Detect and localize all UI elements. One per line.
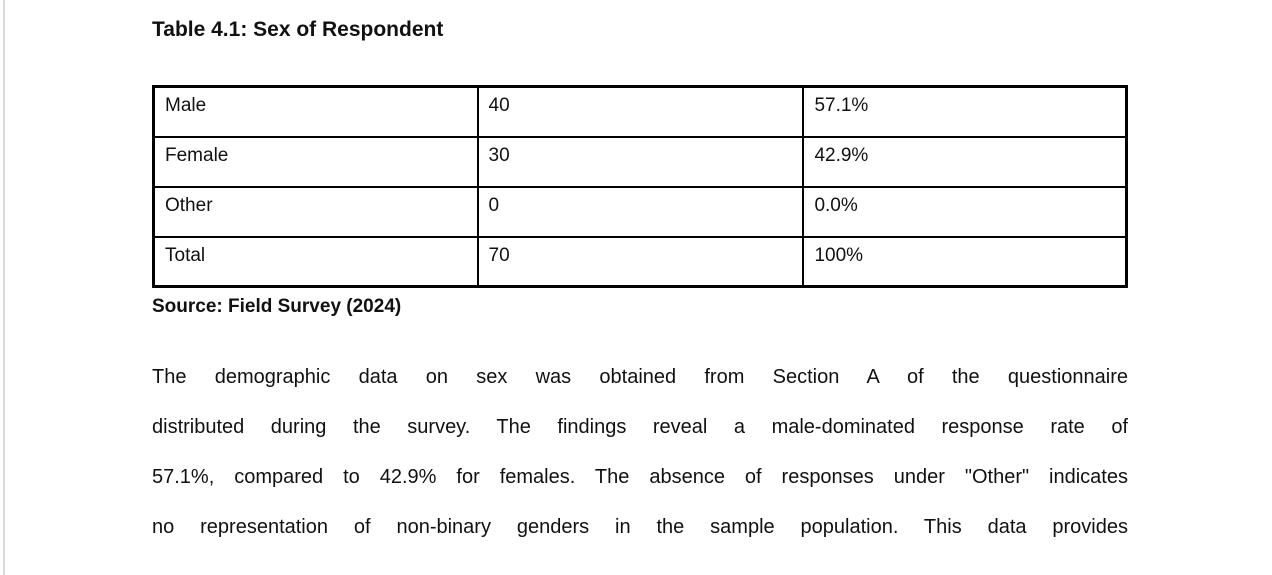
cell-percent: 0.0% [802, 185, 1128, 238]
cell-percent: 100% [802, 235, 1128, 288]
table-row: Other 0 0.0% [152, 185, 1128, 238]
cell-label: Other [152, 185, 479, 238]
cell-percent: 57.1% [802, 85, 1128, 138]
paragraph-line: distributed during the survey. The findi… [152, 416, 1128, 438]
table-row: Total 70 100% [152, 235, 1128, 288]
paragraph-line: no representation of non-binary genders … [152, 516, 1128, 538]
page-edge-line [3, 0, 5, 575]
sex-of-respondent-table: Male 40 57.1% Female 30 42.9% Other 0 0.… [152, 85, 1128, 288]
source-note: Source: Field Survey (2024) [152, 296, 402, 317]
table-caption: Table 4.1: Sex of Respondent [152, 18, 444, 41]
table-row: Female 30 42.9% [152, 135, 1128, 188]
cell-label: Total [152, 235, 479, 288]
paragraph-line: The demographic data on sex was obtained… [152, 366, 1128, 388]
cell-percent: 42.9% [802, 135, 1128, 188]
cell-count: 40 [476, 85, 805, 138]
body-paragraph: The demographic data on sex was obtained… [152, 352, 1128, 552]
cell-count: 0 [476, 185, 805, 238]
cell-label: Male [152, 85, 479, 138]
cell-label: Female [152, 135, 479, 188]
cell-count: 70 [476, 235, 805, 288]
table-row: Male 40 57.1% [152, 85, 1128, 138]
paragraph-line: 57.1%, compared to 42.9% for females. Th… [152, 466, 1128, 488]
cell-count: 30 [476, 135, 805, 188]
